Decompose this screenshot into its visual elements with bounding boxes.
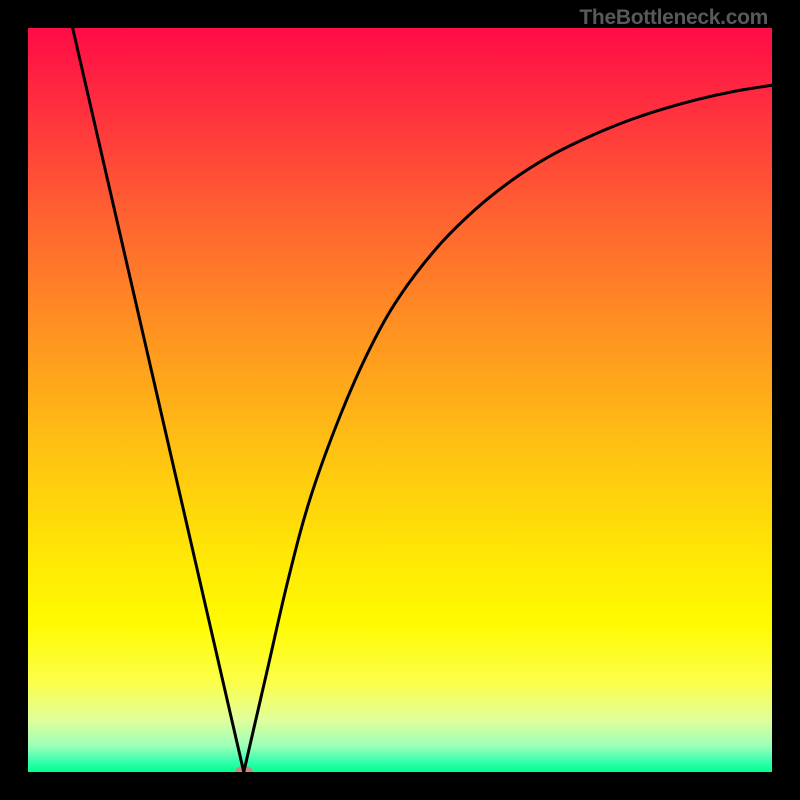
chart-svg [28,28,772,772]
chart-background [28,28,772,772]
watermark-text: TheBottleneck.com [579,6,768,30]
plot-area [28,28,772,772]
